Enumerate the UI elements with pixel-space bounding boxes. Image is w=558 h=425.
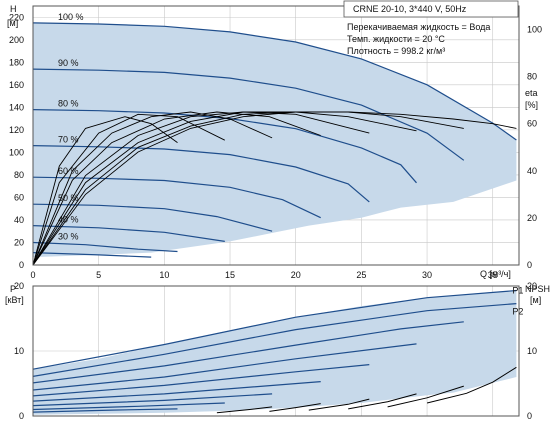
power-curve	[32, 408, 178, 413]
p1-label: P1	[512, 286, 523, 296]
x-tick-label: 30	[422, 270, 432, 280]
npsh-curve	[348, 393, 417, 410]
head-operating-band	[33, 22, 517, 258]
power-axis-unit: [кВт]	[5, 295, 24, 305]
npsh-tick-label: 0	[527, 411, 532, 421]
head-tick-label: 20	[14, 237, 24, 247]
x-tick-label: 35	[488, 270, 498, 280]
info-line-density: Плотность = 998.2 кг/м³	[347, 46, 445, 56]
power-curve	[32, 381, 321, 402]
head-efficiency-plot: 0 5 10 15 20 25 30 35 0 20 40 60 80 100 120 140 160 180 20…	[9, 0, 542, 280]
speed-label: 40 %	[58, 215, 79, 225]
head-curve	[32, 109, 417, 184]
head-curve	[32, 241, 178, 253]
head-curve	[32, 225, 225, 242]
speed-label: 50 %	[58, 193, 79, 203]
power-curve	[32, 402, 225, 411]
speed-label: 100 %	[58, 12, 84, 22]
head-curve	[32, 22, 517, 141]
efficiency-curve	[32, 113, 226, 266]
power-curve	[32, 303, 517, 377]
head-tick-label: 120	[9, 125, 24, 135]
head-axis-label: H	[10, 4, 17, 14]
power-operating-band	[33, 290, 517, 415]
x-tick-label: 20	[291, 270, 301, 280]
power-tick-label: 10	[14, 346, 24, 356]
power-curve	[32, 289, 517, 370]
head-tick-label: 220	[9, 12, 24, 22]
x-tick-label: 5	[96, 270, 101, 280]
eta-tick-label: 0	[527, 260, 532, 270]
eta-axis-unit: [%]	[525, 100, 538, 110]
power-curve	[32, 393, 273, 407]
eta-tick-label: 40	[527, 166, 537, 176]
head-tick-label: 0	[19, 260, 24, 270]
efficiency-curve	[32, 111, 273, 266]
efficiency-curve	[32, 111, 321, 266]
eta-tick-label: 20	[527, 213, 537, 223]
top-plot-frame	[32, 5, 520, 266]
head-curve	[32, 176, 321, 219]
npsh-tick-label: 20	[527, 281, 537, 291]
x-tick-label: 10	[159, 270, 169, 280]
head-tick-label: 180	[9, 57, 24, 67]
title-box	[343, 0, 519, 18]
npsh-curve	[269, 403, 321, 412]
x-tick-label: 0	[30, 270, 35, 280]
power-axis-label: P	[10, 284, 16, 294]
chart-text-layer: CRNE 20-10, 3*440 V, 50Hz Перекачиваемая…	[5, 4, 550, 305]
npsh-curve	[426, 366, 517, 404]
speed-label: 30 %	[58, 231, 79, 241]
eta-tick-label: 100	[527, 25, 542, 35]
chart-title: CRNE 20-10, 3*440 V, 50Hz	[353, 4, 467, 14]
head-axis-unit: [м]	[7, 18, 18, 28]
eta-axis-label: eta	[525, 88, 538, 98]
eta-tick-label: 80	[527, 72, 537, 82]
bottom-plot-frame	[32, 285, 520, 417]
npsh-curve	[308, 398, 370, 411]
power-curve	[32, 321, 464, 384]
power-curve	[32, 364, 370, 397]
power-tick-label: 20	[14, 281, 24, 291]
head-curve	[32, 145, 370, 203]
head-tick-label: 140	[9, 102, 24, 112]
power-npsh-plot: 0 10 20 0 10 20 P1 P2	[14, 281, 537, 421]
power-curve	[32, 343, 417, 391]
efficiency-curve	[32, 116, 178, 266]
speed-label: 70 %	[58, 135, 79, 145]
head-curve	[32, 68, 465, 161]
speed-label: 80 %	[58, 99, 79, 109]
info-line-temperature: Темп. жидкости = 20 °C	[347, 34, 445, 44]
npsh-curve	[387, 385, 464, 408]
head-tick-label: 60	[14, 192, 24, 202]
head-curve	[32, 252, 152, 258]
head-tick-label: 160	[9, 80, 24, 90]
head-tick-label: 80	[14, 170, 24, 180]
head-tick-label: 200	[9, 35, 24, 45]
flow-axis-label: Q [м³/ч]	[480, 269, 511, 279]
efficiency-curve	[32, 111, 370, 266]
power-tick-label: 0	[19, 411, 24, 421]
info-line-liquid: Перекачиваемая жидкость = Вода	[347, 22, 490, 32]
npsh-axis-unit: [м]	[530, 295, 541, 305]
x-tick-label: 25	[356, 270, 366, 280]
npsh-tick-label: 10	[527, 346, 537, 356]
head-curve	[32, 203, 273, 232]
speed-label: 90 %	[58, 58, 79, 68]
eta-tick-label: 60	[527, 119, 537, 129]
x-tick-label: 15	[225, 270, 235, 280]
p2-label: P2	[512, 307, 523, 317]
head-tick-label: 40	[14, 215, 24, 225]
npsh-axis-label: NPSH	[525, 284, 550, 294]
head-tick-label: 100	[9, 147, 24, 157]
npsh-curve	[216, 406, 273, 414]
